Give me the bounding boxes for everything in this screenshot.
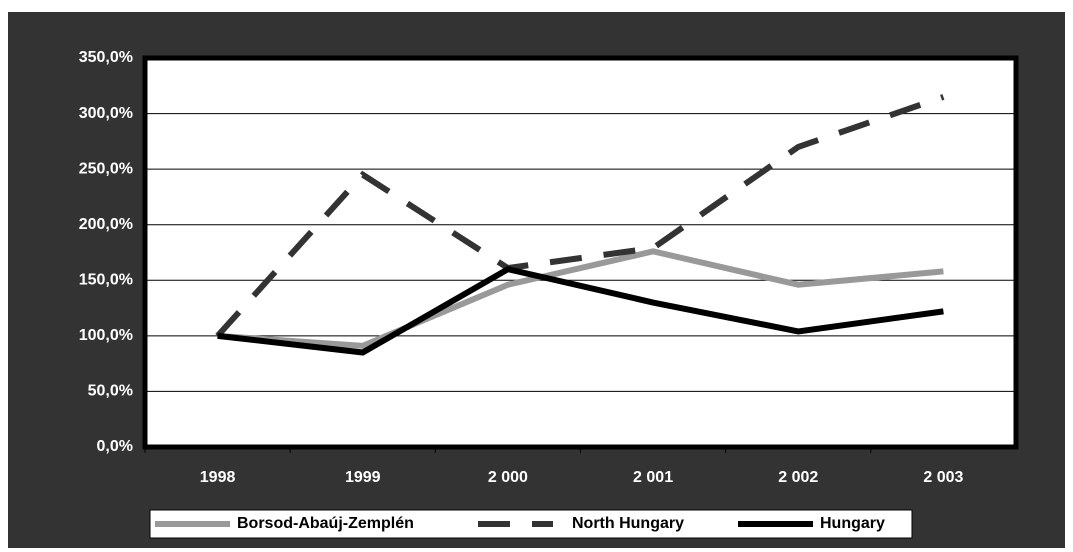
legend-label: Borsod-Abaúj-Zemplén [237,515,414,532]
y-tick-label: 200,0% [79,216,133,233]
x-tick-label: 2 000 [488,469,528,486]
y-tick-label: 250,0% [79,160,133,177]
plot-area [145,58,1016,447]
y-tick-label: 300,0% [79,105,133,122]
legend-label: Hungary [820,515,885,532]
plot-border [142,55,1019,450]
y-tick-label: 0,0% [97,438,133,455]
x-tick-label: 2 001 [633,469,673,486]
x-tick-label: 1999 [345,469,381,486]
series-line [217,265,944,356]
y-tick-label: 350,0% [79,49,133,66]
y-tick-label: 50,0% [88,383,133,400]
x-tick-label: 1998 [200,469,236,486]
series-line [217,248,944,349]
x-tick-label: 2 002 [778,469,818,486]
legend-label: North Hungary [572,515,684,532]
x-tick-label: 2 003 [923,469,963,486]
series-line [215,94,945,338]
y-tick-label: 150,0% [79,272,133,289]
y-tick-label: 100,0% [79,327,133,344]
